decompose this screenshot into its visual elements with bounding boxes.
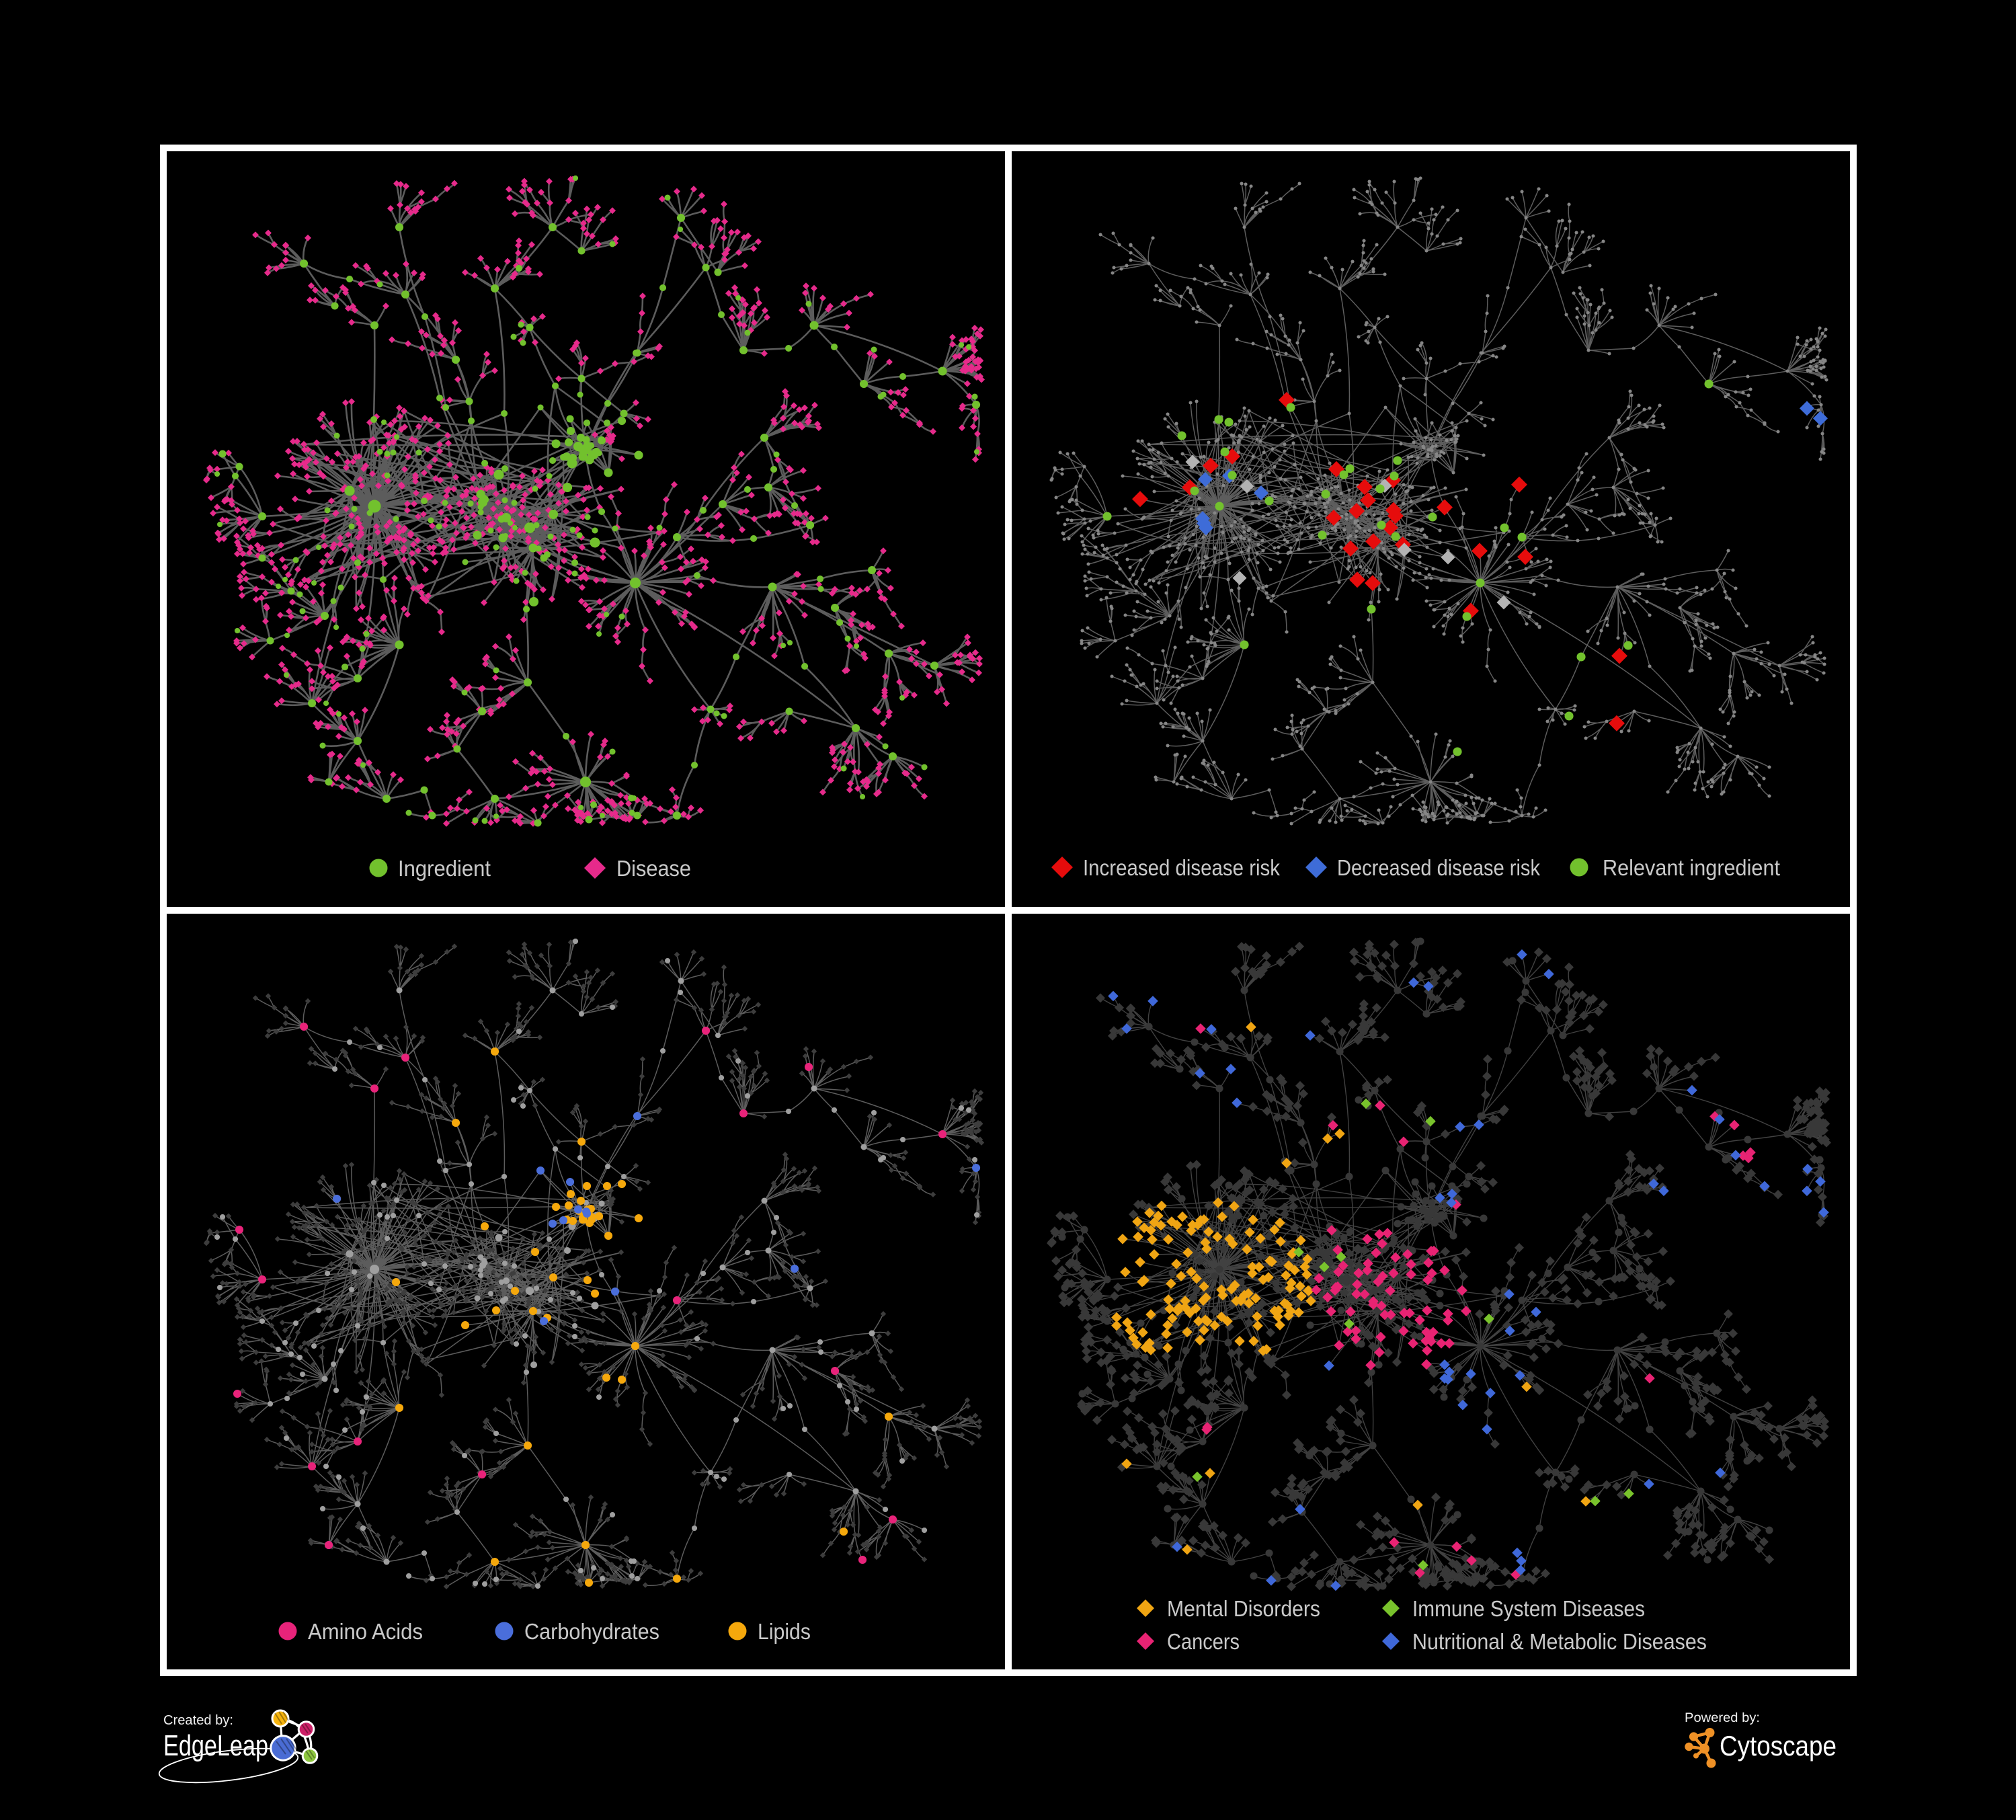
svg-text:Disease: Disease xyxy=(616,856,691,881)
svg-text:Powered by:: Powered by: xyxy=(1685,1711,1760,1725)
svg-text:Immune System Diseases: Immune System Diseases xyxy=(1412,1596,1645,1621)
svg-text:Amino Acids: Amino Acids xyxy=(308,1619,423,1644)
svg-text:Cancers: Cancers xyxy=(1167,1629,1240,1654)
svg-text:Mental Disorders: Mental Disorders xyxy=(1167,1596,1320,1621)
svg-text:Nutritional & Metabolic Diseas: Nutritional & Metabolic Diseases xyxy=(1412,1629,1707,1654)
svg-text:Decreased disease risk: Decreased disease risk xyxy=(1337,855,1540,880)
svg-text:Created by:: Created by: xyxy=(163,1713,233,1728)
svg-text:Ingredient: Ingredient xyxy=(398,856,491,881)
svg-text:Increased disease risk: Increased disease risk xyxy=(1083,855,1280,880)
svg-text:Lipids: Lipids xyxy=(758,1619,811,1644)
svg-text:EdgeLeap: EdgeLeap xyxy=(163,1729,268,1762)
svg-text:Cytoscape: Cytoscape xyxy=(1720,1730,1837,1762)
svg-text:Relevant ingredient: Relevant ingredient xyxy=(1603,855,1780,880)
svg-text:Carbohydrates: Carbohydrates xyxy=(524,1619,659,1644)
